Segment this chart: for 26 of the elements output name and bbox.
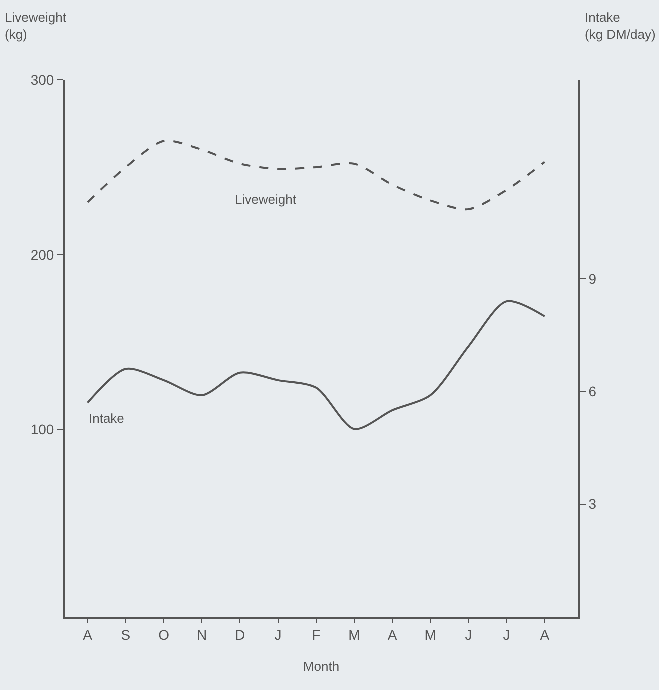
series-label: Intake [89, 411, 124, 426]
y2-tick-label: 3 [588, 496, 597, 512]
x-tick-label: A [540, 626, 550, 643]
y-tick-label: 100 [30, 422, 54, 438]
x-tick-label: O [158, 626, 170, 643]
x-tick-label: D [235, 626, 246, 643]
x-tick-label: M [348, 626, 360, 643]
line-series [86, 300, 546, 430]
series-label: Liveweight [235, 192, 297, 207]
x-tick-label: S [121, 626, 131, 643]
x-tick-label: F [312, 626, 321, 643]
x-tick-label: J [465, 626, 472, 643]
x-tick-label: J [503, 626, 510, 643]
y2-tick-label: 6 [588, 384, 597, 400]
x-tick-label: N [197, 626, 208, 643]
y-axis-title: Liveweight (kg) [5, 10, 67, 42]
y-tick-label: 200 [30, 246, 54, 263]
line-series [86, 140, 546, 210]
y2-axis-title: Intake (kg DM/day) [585, 10, 656, 42]
x-tick-label: M [424, 626, 436, 643]
x-tick-label: A [388, 626, 398, 643]
y2-tick-label: 9 [588, 270, 597, 287]
x-tick-label: A [83, 626, 94, 643]
x-tick-label: J [274, 626, 282, 643]
y-tick-label: 300 [30, 72, 54, 88]
x-axis-title: Month [303, 658, 340, 674]
